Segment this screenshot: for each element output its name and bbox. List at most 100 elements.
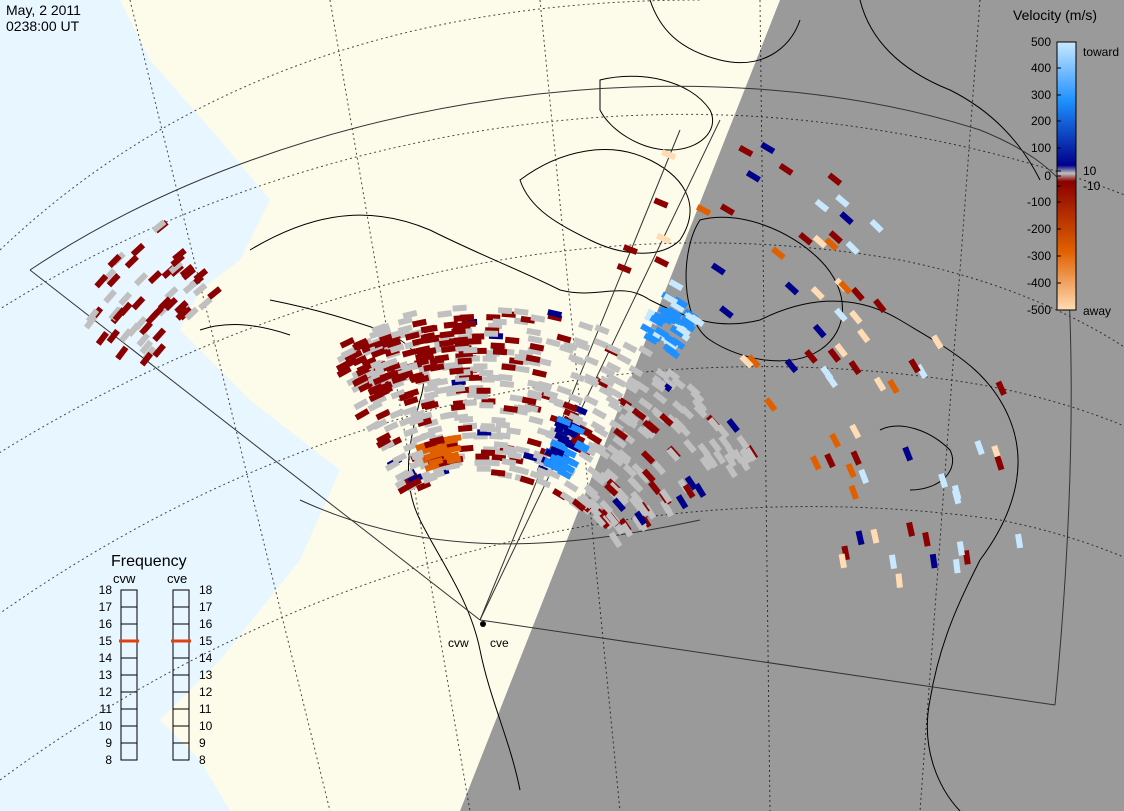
velocity-cell (452, 304, 467, 312)
frequency-scale-label-right: 17 (199, 600, 213, 614)
velocity-cell (680, 319, 696, 333)
velocity-cell (624, 411, 640, 425)
velocity-cell (693, 404, 708, 419)
velocity-cell (652, 311, 668, 324)
velocity-cell (685, 312, 701, 326)
velocity-cell (583, 355, 599, 367)
velocity-cell (423, 390, 439, 400)
velocity-cell (578, 321, 594, 332)
colorbar-away-label: away (1083, 304, 1111, 318)
velocity-cell (549, 439, 566, 450)
velocity-cell (798, 231, 813, 246)
frequency-scale-label-left: 17 (99, 600, 113, 614)
frequency-scale-label-left: 12 (99, 685, 113, 699)
velocity-cell (476, 387, 491, 394)
velocity-cell (131, 296, 146, 311)
velocity-cell (638, 397, 653, 411)
velocity-cell (354, 408, 370, 421)
velocity-cell (543, 457, 559, 469)
velocity-cell (198, 296, 213, 311)
velocity-cell (479, 369, 494, 377)
velocity-cell (568, 393, 584, 405)
velocity-cell (339, 336, 355, 349)
colorbar-tick-label: 100 (1031, 141, 1051, 155)
velocity-cell (563, 479, 579, 493)
velocity-cell (824, 237, 839, 252)
velocity-cell (402, 309, 418, 320)
velocity-cell (352, 354, 368, 367)
velocity-cell (126, 322, 141, 337)
velocity-cell (663, 293, 679, 306)
velocity-cell (547, 309, 563, 319)
velocity-cell (778, 163, 794, 176)
velocity-cell (593, 425, 609, 438)
velocity-cell (624, 381, 640, 394)
velocity-cell (556, 415, 572, 427)
frequency-title: Frequency (111, 553, 187, 570)
velocity-cell (825, 373, 838, 389)
velocity-cell (654, 326, 670, 339)
frequency-scale-label-left: 15 (99, 634, 113, 648)
velocity-cell (812, 323, 827, 339)
velocity-cell (671, 376, 686, 390)
velocity-cell (490, 342, 505, 350)
velocity-cell (952, 558, 961, 574)
velocity-cell (389, 408, 405, 420)
velocity-cell (908, 358, 921, 374)
velocity-cell (474, 459, 489, 466)
velocity-cell (410, 449, 426, 461)
frequency-panel: Frequency cvw cve 18 18 17 17 16 16 15 15 14 14 13… (99, 553, 213, 767)
velocity-cell (713, 449, 727, 465)
velocity-cell (857, 328, 871, 344)
velocity-cell (606, 373, 622, 386)
velocity-cell (402, 441, 419, 453)
colorbar-tick-label: -100 (1027, 195, 1051, 209)
velocity-cell (719, 203, 735, 216)
velocity-cell (605, 511, 620, 527)
velocity-cell (398, 391, 414, 402)
velocity-cell (389, 343, 405, 354)
velocity-cell (834, 342, 848, 358)
velocity-cell (669, 325, 685, 338)
frequency-radar-cve: cve (167, 571, 187, 586)
velocity-cell (870, 528, 880, 544)
frequency-scale-label-right: 18 (199, 583, 213, 597)
velocity-cell (527, 335, 543, 344)
velocity-cell (827, 348, 841, 363)
velocity-cell (514, 353, 529, 362)
velocity-cell (666, 447, 681, 462)
velocity-cell (444, 451, 460, 461)
velocity-cell (432, 443, 448, 453)
velocity-cell (130, 242, 146, 257)
velocity-cell (951, 484, 962, 500)
velocity-cell (397, 316, 413, 326)
velocity-cell (962, 550, 971, 565)
velocity-cell (495, 421, 511, 429)
velocity-cell (849, 423, 862, 439)
velocity-cell (423, 383, 439, 393)
frequency-scale-label-right: 8 (199, 753, 206, 767)
velocity-cell (492, 348, 508, 356)
velocity-cell (507, 451, 523, 460)
velocity-cell (168, 260, 184, 275)
velocity-cell (704, 453, 719, 469)
velocity-cell (556, 385, 572, 396)
velocity-cell (869, 218, 884, 234)
velocity-cell (106, 273, 121, 288)
velocity-cell (473, 393, 488, 400)
velocity-cell (174, 300, 189, 315)
velocity-cell (461, 320, 476, 328)
velocity-cell (485, 459, 500, 467)
velocity-cell (554, 419, 570, 431)
velocity-cell (640, 450, 656, 465)
colorbar-toward-label: toward (1083, 45, 1119, 59)
velocity-cell (107, 253, 122, 269)
velocity-cell (659, 488, 673, 504)
velocity-cell (426, 377, 442, 387)
velocity-cell (651, 374, 667, 388)
velocity-cell (613, 427, 629, 441)
velocity-cell (628, 364, 644, 378)
velocity-cell (535, 384, 551, 394)
velocity-cell (409, 459, 425, 470)
